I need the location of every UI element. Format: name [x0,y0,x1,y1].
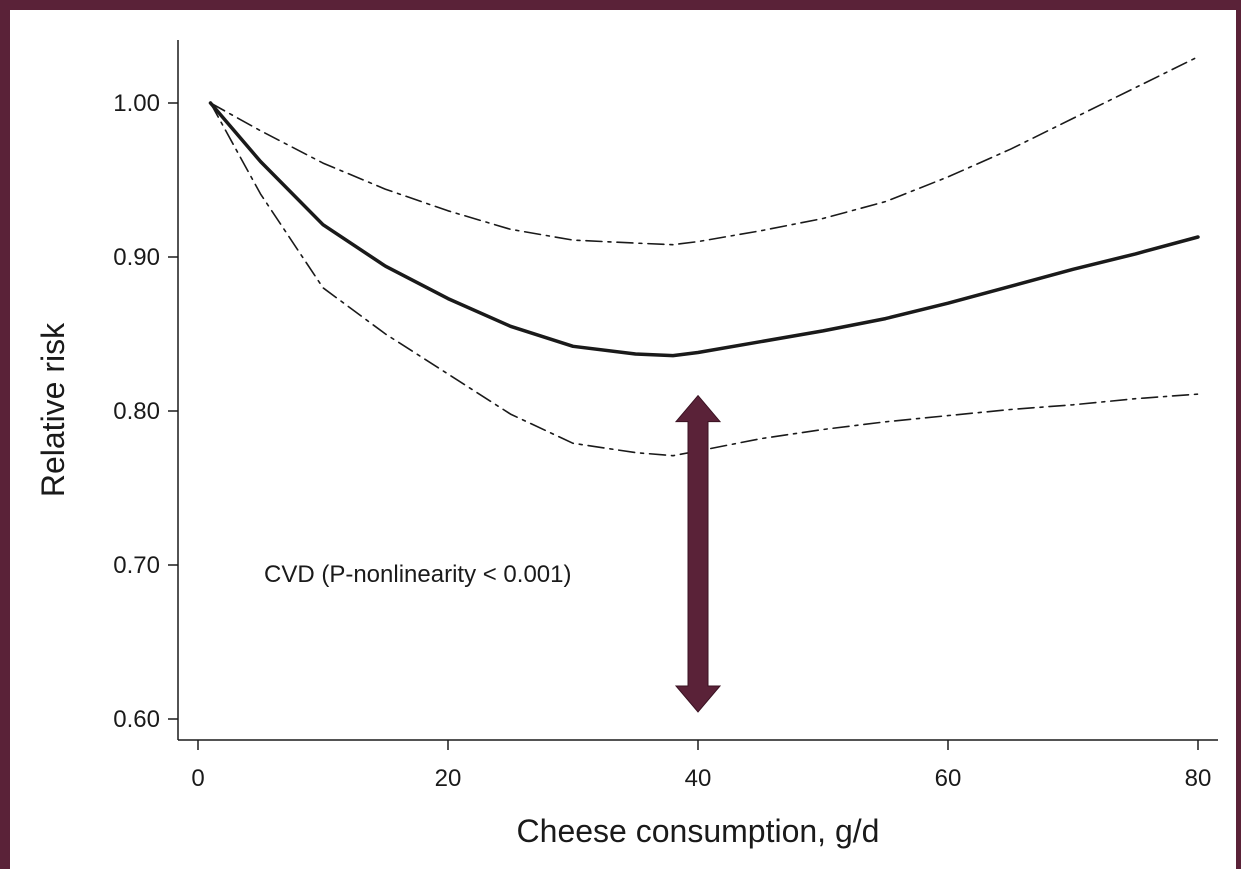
series-line-lower-ci [209,102,1199,457]
x-tick-label: 40 [685,765,712,792]
double-arrow-shape [674,394,722,713]
series-line-upper-ci [209,56,1199,246]
x-tick-label: 80 [1185,765,1212,792]
y-tick-label: 0.60 [113,706,160,733]
x-ticks: 0 20 40 60 80 [191,740,1211,792]
x-axis-label: Cheese consumption, g/d [517,813,880,849]
y-tick-label: 1.00 [113,90,160,117]
y-tick-label: 0.70 [113,552,160,579]
x-tick-label: 20 [435,765,462,792]
y-ticks: 0.60 0.70 0.80 0.90 1.00 [113,90,178,733]
double-arrow [674,394,722,713]
chart-annotation: CVD (P-nonlinearity < 0.001) [264,561,571,588]
x-tick-label: 60 [935,765,962,792]
series-group [208,56,1200,457]
y-tick-label: 0.90 [113,244,160,271]
series-line-estimate [208,101,1200,358]
y-axis-label: Relative risk [35,322,71,497]
y-tick-label: 0.80 [113,398,160,425]
x-tick-label: 0 [191,765,204,792]
